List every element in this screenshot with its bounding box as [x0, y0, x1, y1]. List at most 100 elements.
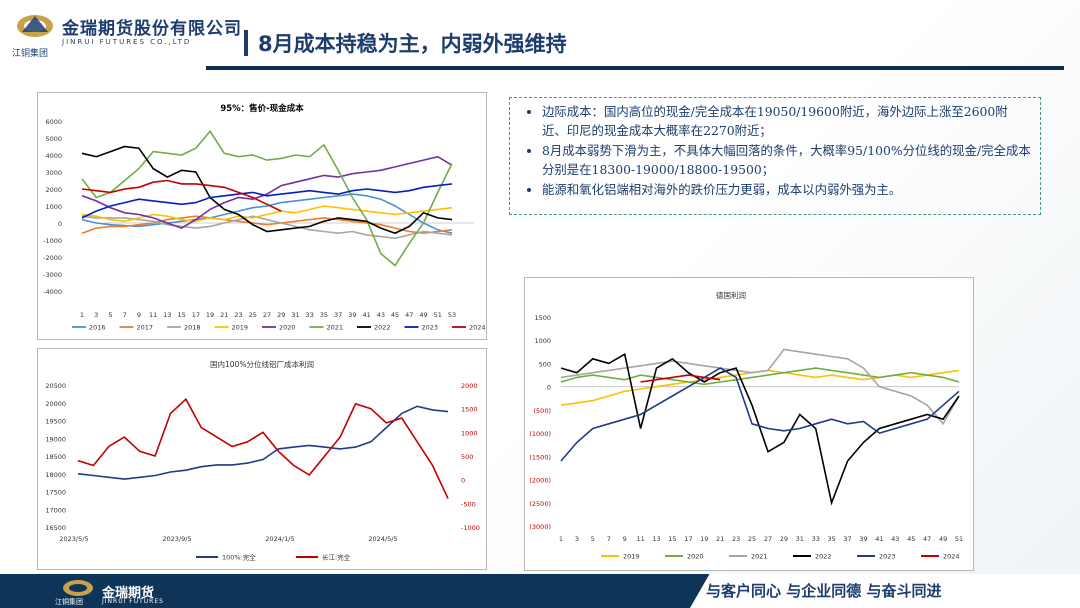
legend-label-2021: 2021 — [327, 324, 344, 332]
y-right-tick-label: 500 — [461, 453, 473, 461]
x-tick-label: 33 — [306, 311, 314, 319]
x-tick-label: 29 — [780, 535, 788, 543]
chart-title: 95%：售价-现金成本 — [220, 103, 304, 114]
y-left-tick-label: 16500 — [45, 524, 66, 532]
chart-panel-cost-spread: 95%：售价-现金成本 6000 5000 4000 3000 2000 1000 0 -100… — [37, 92, 487, 340]
series-line-长江:完全 — [77, 397, 449, 499]
x-tick-label: 23 — [234, 311, 242, 319]
x-tick-label: 2024/1/5 — [265, 535, 294, 543]
x-tick-label: 47 — [405, 311, 413, 319]
y-left-tick-label: 17000 — [45, 506, 66, 514]
x-tick-label: 9 — [137, 311, 141, 319]
legend-label-2018: 2018 — [184, 324, 201, 332]
y-tick-label: 0 — [547, 384, 551, 392]
y-tick-label: 3000 — [45, 169, 62, 177]
x-tick-label: 2023/5/5 — [59, 535, 88, 543]
y-left-tick-label: 17500 — [45, 489, 66, 497]
x-tick-label: 15 — [668, 535, 676, 543]
y-right-tick-label: 1500 — [461, 406, 478, 414]
y-tick-label: -1000 — [43, 237, 62, 245]
y-tick-label: (2500) — [529, 500, 551, 508]
x-tick-label: 5 — [591, 535, 595, 543]
x-tick-label: 31 — [796, 535, 804, 543]
x-tick-label: 39 — [348, 311, 356, 319]
x-tick-label: 45 — [907, 535, 915, 543]
series-line-2020 — [81, 155, 453, 229]
y-tick-label: 6000 — [45, 118, 62, 126]
logo-company-name: 金瑞期货股份有限公司 — [62, 19, 242, 39]
series-line-2018 — [81, 215, 453, 240]
x-tick-label: 45 — [391, 311, 399, 319]
y-left-tick-label: 18000 — [45, 471, 66, 479]
x-tick-label: 33 — [812, 535, 820, 543]
footer-logo-name: 金瑞期货 — [102, 586, 155, 601]
x-tick-label: 9 — [623, 535, 627, 543]
y-left-tick-label: 20000 — [45, 400, 66, 408]
series-line-2022 — [81, 145, 453, 235]
y-tick-label: -4000 — [43, 288, 62, 296]
y-tick-label: 0 — [58, 220, 62, 228]
series-line-2020 — [560, 367, 960, 386]
x-tick-label: 41 — [875, 535, 883, 543]
x-tick-label: 11 — [149, 311, 157, 319]
y-left-tick-label: 19000 — [45, 435, 66, 443]
legend-label-2023: 2023 — [422, 324, 439, 332]
summary-bullet-1: 边际成本：国内高位的现金/完全成本在19050/19600附近，海外边际上涨至2… — [542, 102, 1032, 140]
x-tick-label: 27 — [764, 535, 772, 543]
footer-logo-icon — [63, 580, 93, 596]
series-line-2019 — [81, 205, 453, 223]
x-tick-label: 2024/5/5 — [368, 535, 397, 543]
footer-logo-group: 江铜集团 — [55, 598, 83, 606]
y-right-tick-label: 1000 — [461, 429, 478, 437]
x-tick-label: 35 — [827, 535, 835, 543]
legend-label-2023: 2023 — [879, 553, 896, 561]
x-tick-label: 7 — [123, 311, 127, 319]
x-tick-label: 21 — [716, 535, 724, 543]
logo-company-english: JINRUI FUTURES CO.,LTD — [62, 38, 192, 46]
y-tick-label: 500 — [539, 360, 551, 368]
x-tick-label: 27 — [263, 311, 271, 319]
x-tick-label: 3 — [94, 311, 98, 319]
y-tick-label: 1500 — [534, 314, 551, 322]
x-tick-label: 41 — [362, 311, 370, 319]
y-tick-label: 5000 — [45, 135, 62, 143]
chart-panel-germany-profit: 德国利润 1500 1000 500 0 (500) (1000) (1500) (2000) (… — [524, 277, 974, 571]
y-tick-label: (1500) — [529, 453, 551, 461]
series-line-2024 — [81, 179, 282, 212]
x-tick-label: 17 — [192, 311, 200, 319]
x-tick-label: 7 — [607, 535, 611, 543]
x-tick-label: 43 — [891, 535, 899, 543]
x-tick-label: 49 — [419, 311, 427, 319]
x-tick-label: 29 — [277, 311, 285, 319]
y-right-tick-label: 2000 — [461, 382, 478, 390]
series-line-2016 — [81, 193, 453, 234]
logo-group-name: 江铜集团 — [12, 49, 49, 59]
x-tick-label: 43 — [377, 311, 385, 319]
footer-logo-english: JINRUI FUTURES — [102, 598, 164, 605]
header-divider — [206, 66, 1064, 70]
y-tick-label: -3000 — [43, 271, 62, 279]
slide-header: 金瑞期货股份有限公司 JINRUI FUTURES CO.,LTD 江铜集团 8… — [0, 0, 1080, 70]
x-tick-label: 1 — [559, 535, 563, 543]
y-tick-label: 4000 — [45, 152, 62, 160]
x-tick-label: 1 — [80, 311, 84, 319]
x-tick-label: 19 — [206, 311, 214, 319]
y-right-tick-label: 0 — [461, 477, 465, 485]
legend-label-2022: 2022 — [815, 553, 832, 561]
x-tick-label: 49 — [939, 535, 947, 543]
title-accent-bar — [244, 30, 248, 56]
legend-label-2016: 2016 — [89, 324, 106, 332]
x-tick-label: 13 — [652, 535, 660, 543]
x-tick-label: 17 — [684, 535, 692, 543]
x-tick-label: 11 — [636, 535, 644, 543]
x-tick-label: 31 — [291, 311, 299, 319]
chart-germany-profit: 德国利润 1500 1000 500 0 (500) (1000) (1500) (2000) (… — [529, 290, 963, 561]
summary-box: 边际成本：国内高位的现金/完全成本在19050/19600附近，海外边际上涨至2… — [509, 97, 1041, 215]
y-tick-label: 1000 — [45, 203, 62, 211]
y-tick-label: (1000) — [529, 430, 551, 438]
x-tick-label: 53 — [448, 311, 456, 319]
legend-label-2021: 2021 — [751, 553, 768, 561]
y-tick-label: -2000 — [43, 254, 62, 262]
chart-domestic-profit: 国内100%分位线铝厂成本利润 16500 17000 17500 18000 18500… — [45, 359, 480, 562]
chart-title: 德国利润 — [716, 290, 746, 300]
